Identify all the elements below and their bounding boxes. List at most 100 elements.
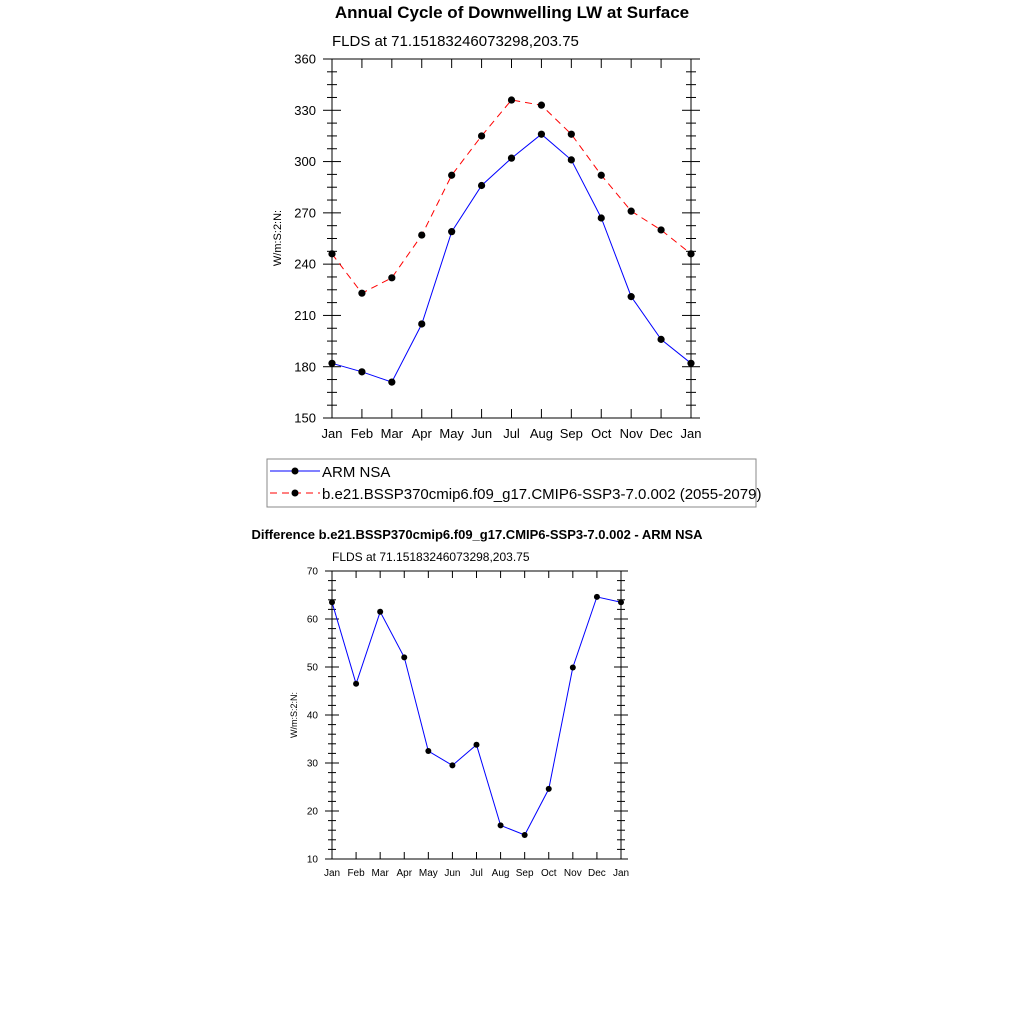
y-tick-label: 240 <box>294 257 316 272</box>
plot-area: Jan Feb Mar Apr May Jun Jul Aug Sep Oct Nov Dec Jan 1… <box>307 567 629 880</box>
y-tick-label: 50 <box>307 663 319 674</box>
legend-marker-model <box>291 489 299 497</box>
series-line-0 <box>331 596 622 836</box>
series-line-1 <box>331 99 692 294</box>
x-tick-label: Mar <box>381 426 404 441</box>
x-tick-label: Jan <box>613 868 629 879</box>
data-point <box>358 368 366 376</box>
data-point <box>687 359 695 367</box>
legend-marker-arm-nsa <box>291 467 299 475</box>
data-point <box>569 664 576 671</box>
data-point <box>358 289 366 297</box>
x-tick-label: Sep <box>560 426 583 441</box>
series-line-0 <box>331 133 692 383</box>
data-point <box>545 785 552 792</box>
data-point <box>618 599 624 606</box>
x-tick-label: Nov <box>620 426 644 441</box>
y-tick-label: 270 <box>294 205 316 220</box>
plot-area: Jan Feb Mar Apr May Jun Jul Aug Sep Oct Nov Dec Jan 1… <box>294 52 701 441</box>
data-point <box>597 214 605 222</box>
x-tick-label: May <box>439 426 464 441</box>
annual-cycle-chart: Annual Cycle of Downwelling LW at Surfac… <box>266 3 761 508</box>
data-point <box>328 250 336 258</box>
data-point <box>418 320 426 328</box>
x-tick-label: Aug <box>530 426 553 441</box>
x-tick-label: Jun <box>471 426 492 441</box>
x-tick-label: Jan <box>324 868 340 879</box>
y-tick-label: 360 <box>294 52 316 67</box>
x-tick-label: Apr <box>396 868 412 879</box>
y-tick-label: 20 <box>307 807 319 818</box>
legend: ARM NSA b.e21.BSSP370cmip6.f09_g17.CMIP6… <box>266 458 761 508</box>
data-point <box>388 378 396 386</box>
chart-subtitle: FLDS at 71.15183246073298,203.75 <box>332 550 530 564</box>
y-tick-label: 150 <box>294 411 316 426</box>
chart-title: Difference b.e21.BSSP370cmip6.f09_g17.CM… <box>251 527 703 542</box>
data-point <box>687 250 695 258</box>
data-point <box>418 231 426 239</box>
y-tick-label: 30 <box>307 759 319 770</box>
data-point <box>593 593 600 600</box>
y-tick-label: 70 <box>307 567 319 578</box>
data-point <box>448 171 456 179</box>
x-tick-label: Apr <box>412 426 433 441</box>
data-point <box>537 101 546 109</box>
data-point <box>449 762 456 769</box>
legend-box <box>266 458 757 508</box>
data-point <box>401 654 408 661</box>
legend-label-model: b.e21.BSSP370cmip6.f09_g17.CMIP6-SSP3-7.… <box>322 486 761 503</box>
x-tick-label: Oct <box>541 868 557 879</box>
data-point <box>477 181 486 190</box>
data-point <box>507 96 516 104</box>
x-tick-label: Dec <box>650 426 674 441</box>
difference-chart: Difference b.e21.BSSP370cmip6.f09_g17.CM… <box>251 527 703 879</box>
data-point <box>597 171 605 179</box>
data-point <box>329 599 335 606</box>
plot-frame <box>331 570 622 860</box>
data-point <box>497 822 504 829</box>
x-tick-label: Sep <box>516 868 534 879</box>
x-tick-label: Jun <box>444 868 460 879</box>
y-tick-label: 330 <box>294 103 316 118</box>
x-tick-label: Jan <box>681 426 702 441</box>
x-tick-label: Feb <box>351 426 373 441</box>
data-point <box>448 228 456 236</box>
data-point <box>507 154 516 162</box>
y-axis-label: W/m:S:2:N: <box>289 692 299 738</box>
plot-frame <box>331 58 692 419</box>
legend-entry-model: b.e21.BSSP370cmip6.f09_g17.CMIP6-SSP3-7.… <box>270 486 761 503</box>
x-tick-label: Jan <box>322 426 343 441</box>
data-point <box>477 132 486 140</box>
data-point <box>353 680 360 687</box>
data-point <box>425 748 432 754</box>
x-tick-label: Jul <box>503 426 520 441</box>
chart-title: Annual Cycle of Downwelling LW at Surfac… <box>335 3 689 22</box>
x-tick-label: Jul <box>470 868 483 879</box>
y-tick-label: 180 <box>294 359 316 374</box>
legend-label-arm-nsa: ARM NSA <box>322 464 390 481</box>
x-tick-label: Oct <box>591 426 612 441</box>
x-tick-label: May <box>419 868 438 879</box>
x-tick-label: Dec <box>588 868 606 879</box>
y-tick-label: 40 <box>307 711 319 722</box>
y-tick-label: 300 <box>294 154 316 169</box>
x-tick-label: Feb <box>347 868 365 879</box>
data-point <box>521 832 528 838</box>
chart-subtitle: FLDS at 71.15183246073298,203.75 <box>332 33 579 50</box>
data-point <box>567 156 575 164</box>
y-tick-label: 60 <box>307 615 319 626</box>
data-point <box>567 130 575 138</box>
data-point <box>388 274 396 282</box>
data-point <box>627 293 635 301</box>
data-point <box>473 741 480 748</box>
x-tick-label: Aug <box>492 868 510 879</box>
y-axis-label: W/m:S:2:N: <box>272 210 284 266</box>
x-tick-label: Mar <box>372 868 390 879</box>
x-tick-label: Nov <box>564 868 582 879</box>
data-point <box>657 226 665 234</box>
y-tick-label: 210 <box>294 308 316 323</box>
data-point <box>328 359 336 367</box>
data-point <box>657 335 665 343</box>
legend-entry-arm-nsa: ARM NSA <box>270 464 390 481</box>
